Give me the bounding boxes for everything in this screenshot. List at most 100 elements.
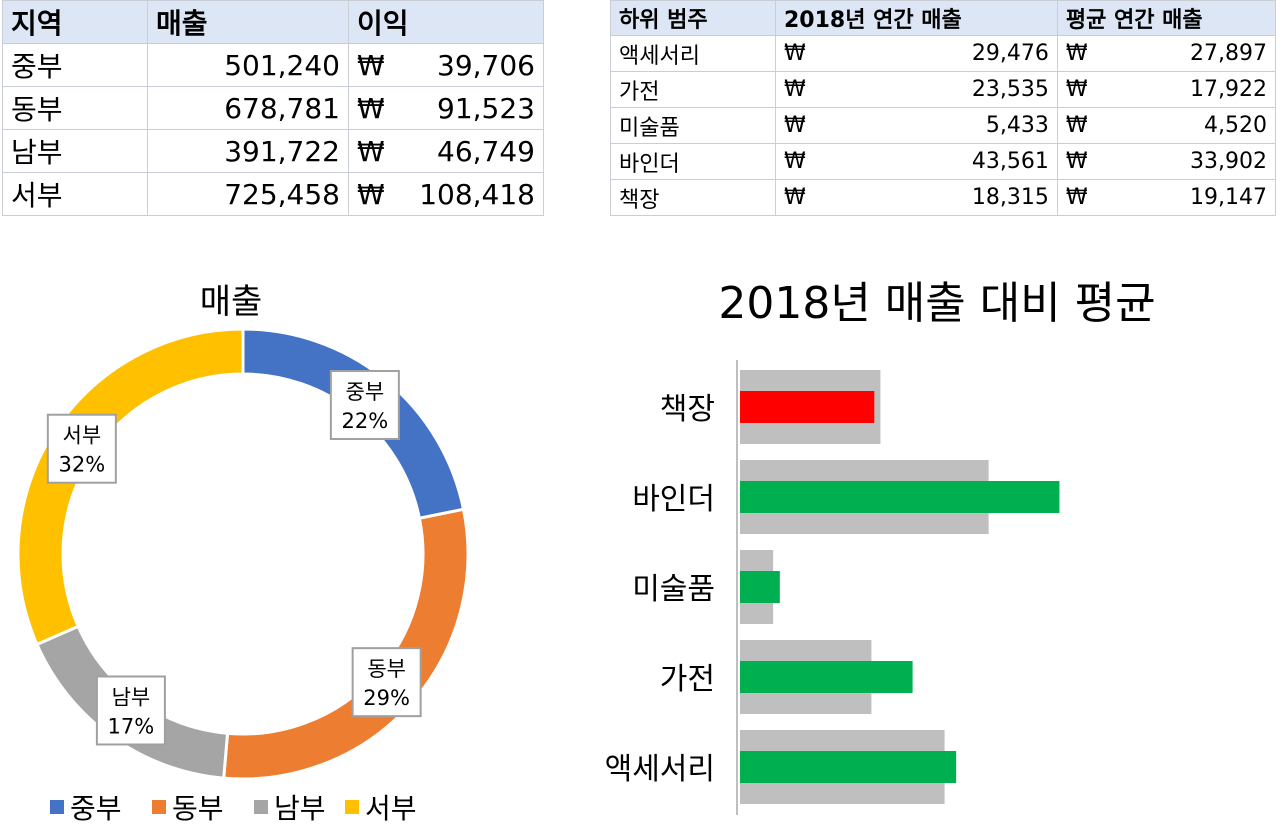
bar-sales-2018 — [740, 481, 1060, 513]
currency-symbol: ₩ — [774, 143, 814, 180]
profit-cell: 108,418 — [392, 172, 544, 216]
donut-legend: 중부 동부 남부 서부 — [50, 792, 417, 825]
bar-average — [740, 550, 774, 624]
table-row: 액세서리 ₩ 29,476 ₩ 27,897 — [610, 35, 1276, 72]
sales-2018-cell: 29,476 — [813, 35, 1058, 72]
avg-sales-cell: 19,147 — [1095, 179, 1276, 216]
region-cell: 동부 — [2, 86, 148, 130]
donut-slice-4 — [16, 327, 245, 647]
region-cell: 남부 — [2, 129, 148, 173]
subcategory-table: 하위 범주 2018년 연간 매출 평균 연간 매출 액세서리 ₩ 29,476… — [610, 0, 1277, 216]
table-row: 가전 ₩ 23,535 ₩ 17,922 — [610, 71, 1276, 108]
bar-marks — [740, 370, 1060, 804]
bar-category-label: 바인더 — [632, 482, 715, 517]
avg-sales-cell: 4,520 — [1095, 107, 1276, 144]
bar-average — [740, 640, 872, 714]
sales-2018-cell: 5,433 — [813, 107, 1058, 144]
region-cell: 중부 — [2, 43, 148, 87]
legend-item: 동부 — [152, 792, 224, 825]
currency-symbol: ₩ — [347, 43, 393, 87]
avg-sales-cell: 33,902 — [1095, 143, 1276, 180]
bar-sales-2018 — [740, 751, 957, 783]
subcategory-cell: 가전 — [610, 71, 776, 108]
bar-average — [740, 730, 945, 804]
bar-category-label: 미술품 — [632, 572, 715, 607]
currency-symbol: ₩ — [347, 86, 393, 130]
currency-symbol: ₩ — [1056, 35, 1096, 72]
subcategory-table-header-row: 하위 범주 2018년 연간 매출 평균 연간 매출 — [610, 0, 1277, 36]
data-label-box — [46, 413, 117, 484]
table-row: 중부 501,240 ₩ 39,706 — [2, 43, 544, 87]
bar-category-label: 가전 — [660, 662, 715, 697]
currency-symbol: ₩ — [774, 179, 814, 216]
legend-swatch — [345, 800, 359, 814]
donut-slice-3 — [34, 624, 230, 780]
legend-item: 중부 — [50, 792, 122, 825]
legend-label: 남부 — [274, 792, 326, 825]
bar-average — [740, 370, 881, 444]
donut-data-label: 중부 22% — [329, 369, 400, 440]
data-label-box — [329, 369, 400, 440]
donut-slice-2 — [222, 507, 470, 781]
table-row: 책장 ₩ 18,315 ₩ 19,147 — [610, 179, 1276, 216]
donut-data-label: 남부 17% — [95, 675, 166, 746]
subcategory-cell: 미술품 — [610, 107, 776, 144]
donut-chart-title: 매출 — [200, 282, 263, 322]
bar-sales-2018 — [740, 391, 875, 423]
profit-cell: 91,523 — [392, 86, 544, 130]
sales-cell: 725,458 — [147, 172, 349, 216]
profit-cell: 46,749 — [392, 129, 544, 173]
bar-category-label: 액세서리 — [605, 752, 715, 787]
header-avg-sales: 평균 연간 매출 — [1056, 0, 1277, 36]
sales-cell: 501,240 — [147, 43, 349, 87]
table-row: 미술품 ₩ 5,433 ₩ 4,520 — [610, 107, 1276, 144]
header-sales: 매출 — [147, 0, 349, 44]
legend-label: 서부 — [365, 792, 417, 825]
data-label-percent: 29% — [363, 686, 410, 710]
currency-symbol: ₩ — [1056, 143, 1096, 180]
profit-cell: 39,706 — [392, 43, 544, 87]
legend-label: 중부 — [70, 792, 122, 825]
currency-symbol: ₩ — [347, 172, 393, 216]
header-profit: 이익 — [348, 0, 544, 44]
donut-data-label: 동부 29% — [351, 647, 422, 718]
bar-sales-2018 — [740, 571, 780, 603]
table-row: 남부 391,722 ₩ 46,749 — [2, 129, 544, 173]
currency-symbol: ₩ — [1056, 107, 1096, 144]
legend-swatch — [152, 800, 166, 814]
currency-symbol: ₩ — [1056, 71, 1096, 108]
data-label-percent: 17% — [108, 714, 155, 738]
legend-label: 동부 — [172, 792, 224, 825]
table-row: 서부 725,458 ₩ 108,418 — [2, 172, 544, 216]
currency-symbol: ₩ — [774, 107, 814, 144]
region-cell: 서부 — [2, 172, 148, 216]
currency-symbol: ₩ — [1056, 179, 1096, 216]
bar-sales-2018 — [740, 661, 913, 693]
donut-data-label: 서부 32% — [46, 413, 117, 484]
donut-labels: 중부 22% 동부 29% 남부 17% 서부 32% — [46, 369, 422, 746]
data-label-box — [95, 675, 166, 746]
data-label-category: 동부 — [367, 657, 406, 681]
header-sales-2018: 2018년 연간 매출 — [775, 0, 1058, 36]
bar-chart-title: 2018년 매출 대비 평균 — [718, 278, 1155, 329]
table-row: 동부 678,781 ₩ 91,523 — [2, 86, 544, 130]
data-label-category: 중부 — [346, 380, 385, 404]
region-table: 지역 매출 이익 중부 501,240 ₩ 39,706 동부 678,781 … — [2, 0, 544, 216]
region-table-header-row: 지역 매출 이익 — [2, 0, 544, 44]
avg-sales-cell: 27,897 — [1095, 35, 1276, 72]
sales-cell: 391,722 — [147, 129, 349, 173]
data-label-box — [351, 647, 422, 718]
data-label-category: 남부 — [112, 685, 151, 709]
legend-swatch — [254, 800, 268, 814]
donut-slices — [16, 327, 470, 781]
sales-2018-cell: 43,561 — [813, 143, 1058, 180]
legend-item: 남부 — [254, 792, 326, 825]
currency-symbol: ₩ — [347, 129, 393, 173]
header-region: 지역 — [2, 0, 148, 44]
sales-2018-cell: 18,315 — [813, 179, 1058, 216]
subcategory-cell: 바인더 — [610, 143, 776, 180]
data-label-category: 서부 — [63, 424, 102, 448]
currency-symbol: ₩ — [774, 35, 814, 72]
